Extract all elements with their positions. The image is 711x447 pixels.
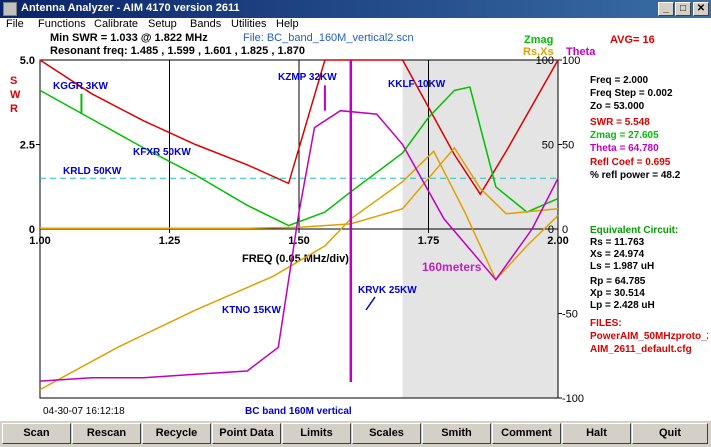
swr-axis-label: S: [10, 75, 17, 87]
minimize-button[interactable]: _: [658, 2, 674, 16]
halt-button[interactable]: Halt: [562, 423, 631, 444]
xp-reading: Xp = 30.514: [590, 288, 645, 299]
zmag-legend: Zmag: [524, 34, 554, 46]
smith-button[interactable]: Smith: [422, 423, 491, 444]
freq-reading: Freq = 2.000: [590, 75, 649, 86]
close-button[interactable]: ✕: [693, 2, 709, 16]
menu-file[interactable]: File: [6, 18, 24, 30]
x-tick-label: 1.00: [29, 235, 50, 247]
series-rs-line: [40, 146, 559, 229]
app-icon: [3, 2, 17, 16]
point-data-button[interactable]: Point Data: [212, 423, 281, 444]
theta-legend: Theta: [566, 46, 596, 58]
limits-button[interactable]: Limits: [282, 423, 351, 444]
avg-text: AVG= 16: [610, 34, 655, 46]
freq-step-reading: Freq Step = 0.002: [590, 88, 673, 99]
maximize-button[interactable]: □: [675, 2, 691, 16]
lp-reading: Lp = 2.428 uH: [590, 300, 655, 311]
station-label: KGGR 3KW: [53, 81, 109, 92]
swr-axis-label: R: [10, 103, 18, 115]
menu-bands[interactable]: Bands: [190, 18, 222, 30]
right-tick-label: 0: [562, 224, 568, 236]
station-label: KRLD 50KW: [63, 166, 122, 177]
right-tick-label: 50: [562, 140, 574, 152]
rs-reading: Rs = 11.763: [590, 237, 645, 248]
window-title: Antenna Analyzer - AIM 4170 version 2611: [21, 2, 240, 14]
scan-button[interactable]: Scan: [2, 423, 71, 444]
theta-reading: Theta = 64.780: [590, 143, 659, 154]
caption-text: BC band 160M vertical: [245, 406, 352, 417]
menu-help[interactable]: Help: [276, 18, 299, 30]
krvk-pointer: [365, 296, 376, 311]
title-bar: Antenna Analyzer - AIM 4170 version 2611…: [0, 0, 711, 18]
menu-setup[interactable]: Setup: [148, 18, 177, 30]
file-2: AIM_2611_default.cfg: [590, 344, 692, 355]
series-swr-line: [39, 59, 559, 196]
station-label: KFXR 50KW: [133, 147, 191, 158]
menu-utilities[interactable]: Utilities: [231, 18, 267, 30]
refl-coef-reading: Refl Coef = 0.695: [590, 157, 671, 168]
equiv-circuit-title: Equivalent Circuit:: [590, 225, 679, 236]
button-bar: Scan Rescan Recycle Point Data Limits Sc…: [0, 421, 711, 447]
resonant-freq-text: Resonant freq: 1.485 , 1.599 , 1.601 , 1…: [50, 45, 305, 57]
x-tick-label: 1.75: [418, 235, 439, 247]
station-label: KTNO 15KW: [222, 305, 281, 316]
right-tick-label: 100: [562, 55, 580, 67]
file-1: PowerAIM_50MHzproto_2: [590, 331, 708, 342]
swr-axis-label: W: [10, 89, 21, 101]
series-theta-line: [39, 109, 559, 382]
menu-bar: File Functions Calibrate Setup Bands Uti…: [0, 18, 711, 32]
swr-tick-label: 5.0: [20, 55, 35, 67]
quit-button[interactable]: Quit: [632, 423, 708, 444]
xs-reading: Xs = 24.974: [590, 249, 645, 260]
x-axis-label: FREQ (0.05 MHz/div): [242, 253, 349, 265]
band-label: 160meters: [422, 260, 482, 274]
x-tick-label: 1.25: [159, 235, 180, 247]
rescan-button[interactable]: Rescan: [72, 423, 141, 444]
files-title: FILES:: [590, 318, 622, 329]
zo-reading: Zo = 53.000: [590, 101, 645, 112]
right-tick-label: -50: [562, 309, 578, 321]
swr-tick-label: 0: [29, 224, 35, 236]
station-label: KRVK 25KW: [358, 285, 417, 296]
inner-tick-label: 50: [542, 140, 554, 152]
rp-reading: Rp = 64.785: [590, 276, 646, 287]
file-name-text: File: BC_band_160M_vertical2.scn: [243, 32, 414, 44]
x-tick-label: 2.00: [547, 235, 568, 247]
comment-button[interactable]: Comment: [492, 423, 561, 444]
station-label: KKLF 10KW: [388, 79, 446, 90]
min-swr-text: Min SWR = 1.033 @ 1.822 MHz: [50, 32, 208, 44]
rsxs-legend: Rs,Xs: [523, 46, 554, 58]
x-tick-label: 1.50: [288, 235, 309, 247]
right-tick-label: -100: [562, 393, 584, 405]
swr-tick-label: 2.5: [20, 140, 35, 152]
swr-reading: SWR = 5.548: [590, 117, 650, 128]
refl-power-reading: % refl power = 48.2: [590, 170, 681, 181]
recycle-button[interactable]: Recycle: [142, 423, 211, 444]
zmag-reading: Zmag = 27.605: [590, 130, 659, 141]
ls-reading: Ls = 1.987 uH: [590, 261, 655, 272]
menu-functions[interactable]: Functions: [38, 18, 86, 30]
inner-tick-label: 100: [536, 55, 554, 67]
menu-calibrate[interactable]: Calibrate: [94, 18, 139, 30]
station-label: KZMP 32KW: [278, 72, 337, 83]
date-time: 04-30-07 16:12:18: [43, 406, 125, 417]
series-xs-line: [39, 150, 559, 391]
scales-button[interactable]: Scales: [352, 423, 421, 444]
inner-tick-label: 0: [548, 224, 554, 236]
